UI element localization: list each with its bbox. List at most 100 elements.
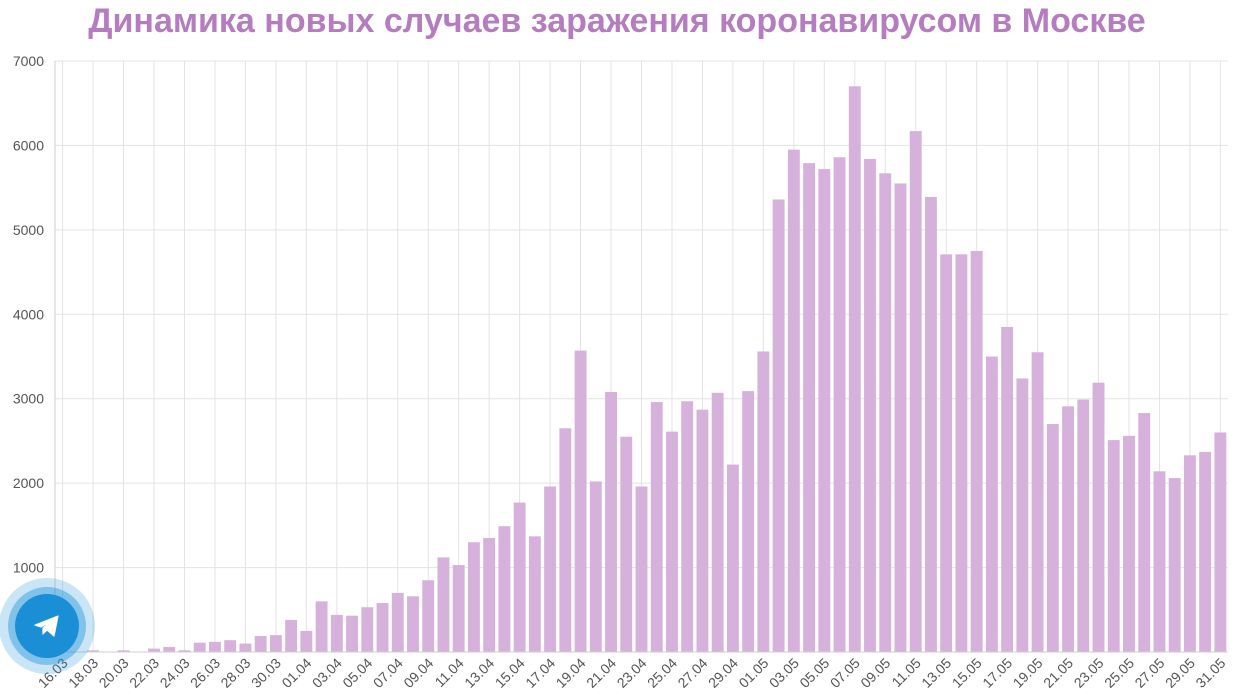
x-tick-label: 24.03 <box>157 655 193 691</box>
bar <box>209 641 221 652</box>
bar <box>666 431 678 652</box>
x-tick-label: 27.04 <box>674 655 710 691</box>
chart-title: Динамика новых случаев заражения коронав… <box>88 2 1146 40</box>
bar <box>574 350 587 652</box>
bar <box>254 635 267 652</box>
bar <box>391 592 404 652</box>
x-tick-label: 15.04 <box>492 655 528 691</box>
bar <box>315 601 328 652</box>
telegram-share-button[interactable] <box>0 578 95 674</box>
bar <box>330 614 343 652</box>
bar <box>742 391 755 652</box>
y-axis: 1000 2000 3000 4000 5000 6000 7000 <box>13 53 56 652</box>
bar <box>483 538 496 652</box>
x-tick-label: 17.04 <box>522 655 558 691</box>
x-tick-label: 07.05 <box>827 655 863 691</box>
x-tick-label: 20.03 <box>96 655 132 691</box>
bar <box>711 392 724 652</box>
bar <box>909 131 922 653</box>
x-tick-label: 29.05 <box>1162 655 1198 691</box>
telegram-button-core <box>15 594 79 658</box>
x-tick-label: 13.05 <box>918 655 954 691</box>
bar <box>772 199 785 652</box>
bar <box>1062 406 1074 652</box>
bar <box>1031 352 1044 652</box>
bar <box>696 409 709 652</box>
x-tick-label: 09.05 <box>857 655 893 691</box>
x-tick-label: 31.05 <box>1192 655 1228 691</box>
x-tick-label: 03.04 <box>309 655 345 691</box>
bar <box>605 391 617 652</box>
x-tick-label: 23.05 <box>1071 655 1107 691</box>
bar <box>1107 440 1120 652</box>
x-tick-label: 01.04 <box>278 655 314 691</box>
x-tick-label: 11.05 <box>888 655 924 691</box>
x-tick-label: 05.05 <box>796 655 832 691</box>
bar <box>1153 471 1166 652</box>
bar <box>1138 413 1151 652</box>
bar <box>544 486 557 652</box>
bar <box>848 86 861 653</box>
bar <box>650 402 663 652</box>
bar <box>1123 435 1135 652</box>
bar <box>361 607 374 652</box>
bar <box>757 351 770 652</box>
y-tick-label: 4000 <box>13 306 44 322</box>
bar <box>985 356 998 652</box>
bar <box>422 580 435 652</box>
bar <box>178 650 191 652</box>
x-tick-label: 19.05 <box>1010 655 1046 691</box>
x-tick-label: 07.04 <box>370 655 406 691</box>
bar <box>498 526 511 652</box>
bar <box>437 557 450 652</box>
x-tick-label: 27.05 <box>1131 655 1167 691</box>
x-tick-label: 21.04 <box>583 655 619 691</box>
bar <box>803 163 816 652</box>
bar <box>1183 455 1196 652</box>
x-tick-label: 09.04 <box>400 655 436 691</box>
x-tick-label: 15.05 <box>949 655 985 691</box>
bar <box>589 481 602 652</box>
bar <box>1077 399 1090 652</box>
x-tick-label: 17.05 <box>979 655 1015 691</box>
y-tick-label: 7000 <box>13 53 44 69</box>
bar <box>269 635 282 652</box>
x-axis: 16.0318.0320.0322.0324.0326.0328.0330.03… <box>35 651 1229 691</box>
bar <box>864 158 876 653</box>
bar <box>528 536 541 652</box>
bar <box>955 254 968 652</box>
x-tick-label: 23.04 <box>614 655 650 691</box>
bar <box>1199 451 1212 652</box>
bar <box>681 401 694 652</box>
x-tick-label: 26.03 <box>187 655 223 691</box>
bar <box>1046 424 1059 652</box>
x-tick-label: 25.05 <box>1101 655 1137 691</box>
x-tick-label: 05.04 <box>339 655 375 691</box>
x-tick-label: 21.05 <box>1040 655 1076 691</box>
bar <box>940 254 953 652</box>
bar <box>620 436 633 652</box>
bar <box>879 173 892 653</box>
x-tick-label: 25.04 <box>644 655 680 691</box>
x-tick-label: 13.04 <box>461 655 497 691</box>
bar <box>970 250 983 652</box>
bar <box>346 615 358 652</box>
y-tick-label: 5000 <box>13 222 44 238</box>
bar <box>1168 478 1181 652</box>
x-tick-label: 11.04 <box>431 655 467 691</box>
bar <box>513 502 526 652</box>
bar <box>239 643 252 652</box>
x-tick-label: 19.04 <box>553 655 589 691</box>
bar <box>193 642 206 652</box>
x-tick-label: 28.03 <box>217 655 253 691</box>
bar <box>285 619 298 652</box>
bar <box>376 603 389 652</box>
bar <box>787 149 800 652</box>
bar <box>1092 382 1105 652</box>
x-tick-label: 01.05 <box>735 655 771 691</box>
bar <box>635 486 648 652</box>
bar <box>300 630 313 652</box>
x-tick-label: 22.03 <box>126 655 162 691</box>
telegram-button-ring <box>8 587 86 665</box>
